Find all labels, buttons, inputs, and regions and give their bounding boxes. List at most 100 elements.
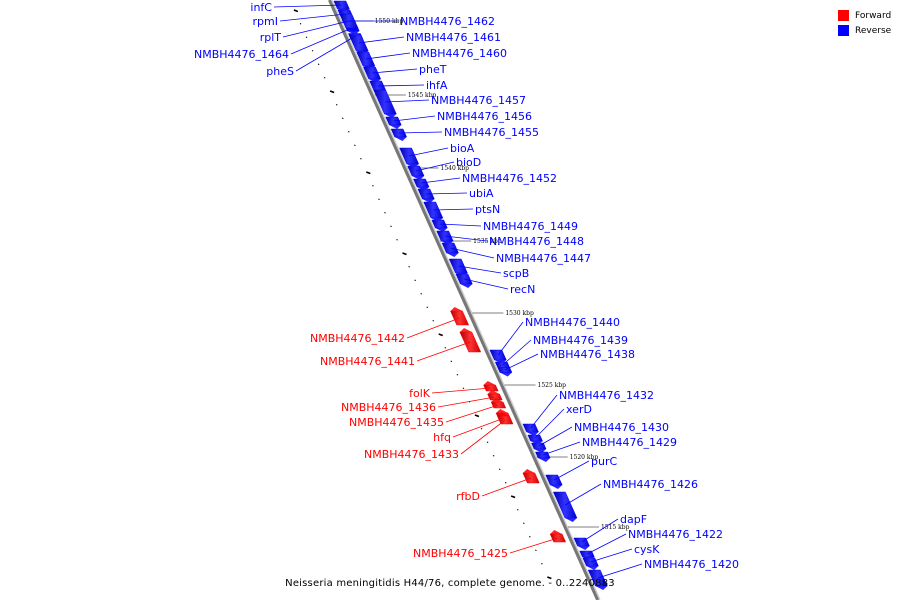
gene-label-NMBH4476_1461[interactable]: NMBH4476_1461: [406, 31, 501, 44]
leader-line: [458, 265, 502, 274]
gene-label-NMBH4476_1432[interactable]: NMBH4476_1432: [559, 389, 654, 402]
scale-mark: [311, 50, 314, 52]
leader-line: [502, 339, 532, 366]
leader-line: [590, 548, 633, 563]
leader-line: [581, 518, 619, 543]
scale-mark: [535, 549, 537, 552]
scale-mark: [335, 104, 338, 106]
gene-label-hfq[interactable]: hfq: [433, 431, 451, 444]
gene-label-NMBH4476_1438[interactable]: NMBH4476_1438: [540, 348, 635, 361]
leader-line: [295, 35, 356, 72]
scale-mark: [516, 509, 519, 511]
gene-label-NMBH4476_1442[interactable]: NMBH4476_1442: [310, 332, 405, 345]
gene-label-NMBH4476_1462[interactable]: NMBH4476_1462: [400, 15, 495, 28]
gene-label-bioD[interactable]: bioD: [456, 156, 481, 169]
gene-label-NMBH4476_1420[interactable]: NMBH4476_1420: [644, 558, 739, 571]
gene-label-pheT[interactable]: pheT: [419, 63, 447, 76]
gene-label-xerD[interactable]: xerD: [566, 403, 592, 416]
gene-label-NMBH4476_1422[interactable]: NMBH4476_1422: [628, 528, 723, 541]
gene-label-ptsN[interactable]: ptsN: [475, 203, 500, 216]
gene-label-NMBH4476_1426[interactable]: NMBH4476_1426: [603, 478, 698, 491]
gene-label-NMBH4476_1439[interactable]: NMBH4476_1439: [533, 334, 628, 347]
gene-arrow-cysK: [586, 566, 599, 570]
leader-line: [597, 563, 643, 579]
gene-arrow-bioD: [412, 176, 425, 180]
gene-arrow-NMBH4476_1449: [435, 228, 448, 232]
gene-label-NMBH4476_1464[interactable]: NMBH4476_1464: [194, 48, 289, 61]
gene-label-ubiA[interactable]: ubiA: [469, 187, 494, 200]
gene-label-rpmI[interactable]: rpmI: [253, 15, 278, 28]
gene-label-cysK[interactable]: cysK: [634, 543, 660, 556]
gene-arrow-hfq: [496, 409, 509, 413]
gene-arrow-NMBH4476_1438: [499, 372, 512, 377]
gene-label-NMBH4476_1440[interactable]: NMBH4476_1440: [525, 316, 620, 329]
gene-arrow-NMBH4476_1455: [394, 137, 407, 141]
gene-arrow-NMBH4476_1447: [446, 253, 459, 257]
gene-label-NMBH4476_1452[interactable]: NMBH4476_1452: [462, 172, 557, 185]
gene-arrow-NMBH4476_1464: [347, 31, 360, 35]
legend-label-forward: Forward: [855, 10, 892, 21]
gene-label-NMBH4476_1429[interactable]: NMBH4476_1429: [582, 436, 677, 449]
gene-label-NMBH4476_1425[interactable]: NMBH4476_1425: [413, 547, 508, 560]
gene-arrow-NMBH4476_1436: [487, 390, 500, 394]
gene-label-purC[interactable]: purC: [591, 455, 617, 468]
gene-label-NMBH4476_1433[interactable]: NMBH4476_1433: [364, 448, 459, 461]
gene-arrow-NMBH4476_1429: [538, 458, 551, 462]
gene-block-NMBH4476_1425[interactable]: [549, 533, 567, 543]
gene-label-infC[interactable]: infC: [250, 1, 272, 14]
gene-label-folK[interactable]: folK: [409, 387, 431, 400]
scale-mark: [522, 522, 525, 525]
scale-mark: [354, 144, 356, 147]
leader-line: [464, 278, 509, 290]
scale-mark: [329, 90, 335, 94]
gene-arrow-ubiA: [422, 199, 435, 203]
gene-label-NMBH4476_1460[interactable]: NMBH4476_1460: [412, 47, 507, 60]
scale-mark: [474, 414, 480, 418]
scale-mark: [510, 495, 516, 499]
gene-label-NMBH4476_1456[interactable]: NMBH4476_1456: [437, 110, 532, 123]
tick-label: 1535 kbp: [473, 238, 502, 245]
leader-line: [273, 4, 342, 8]
gene-label-NMBH4476_1455[interactable]: NMBH4476_1455: [444, 126, 539, 139]
gene-label-scpB[interactable]: scpB: [503, 267, 529, 280]
scale-mark: [384, 212, 386, 214]
gene-label-NMBH4476_1435[interactable]: NMBH4476_1435: [349, 416, 444, 429]
scale-mark: [486, 441, 489, 444]
gene-arrow-NMBH4476_1442: [450, 307, 463, 311]
gene-label-ihfA[interactable]: ihfA: [426, 79, 448, 92]
scale-mark: [438, 333, 444, 337]
gene-label-NMBH4476_1441[interactable]: NMBH4476_1441: [320, 355, 415, 368]
gene-label-bioA[interactable]: bioA: [450, 142, 475, 155]
scale-mark: [402, 252, 407, 256]
scale-mark: [408, 266, 410, 268]
scale-mark: [432, 320, 435, 322]
gene-label-NMBH4476_1447[interactable]: NMBH4476_1447: [496, 252, 591, 265]
leader-line: [372, 68, 418, 74]
gene-label-NMBH4476_1457[interactable]: NMBH4476_1457: [431, 94, 526, 107]
gene-label-NMBH4476_1436[interactable]: NMBH4476_1436: [341, 401, 436, 414]
gene-arrow-recN: [460, 284, 473, 288]
leader-line: [433, 208, 474, 211]
scale-mark: [414, 279, 417, 282]
leader-line: [444, 235, 488, 242]
leader-line: [439, 223, 482, 227]
gene-label-NMBH4476_1449[interactable]: NMBH4476_1449: [483, 220, 578, 233]
scale-mark: [366, 171, 371, 175]
gene-label-pheS[interactable]: pheS: [266, 65, 294, 78]
leader-line: [450, 247, 495, 259]
scale-mark: [347, 131, 350, 133]
gene-label-NMBH4476_1430[interactable]: NMBH4476_1430: [574, 421, 669, 434]
gene-label-rfbD[interactable]: rfbD: [456, 490, 480, 503]
gene-label-dapF[interactable]: dapF: [620, 513, 647, 526]
scale-mark: [293, 9, 299, 13]
gene-label-NMBH4476_1448[interactable]: NMBH4476_1448: [489, 235, 584, 248]
leader-line: [542, 441, 581, 456]
scale-mark: [372, 185, 374, 187]
gene-label-rplT[interactable]: rplT: [260, 31, 282, 44]
gene-label-recN[interactable]: recN: [510, 283, 535, 296]
scale-mark: [444, 347, 447, 349]
scale-mark: [378, 198, 380, 201]
tick-label: 1525 kbp: [538, 382, 567, 389]
leader-line: [365, 52, 411, 60]
leader-line: [564, 483, 602, 506]
